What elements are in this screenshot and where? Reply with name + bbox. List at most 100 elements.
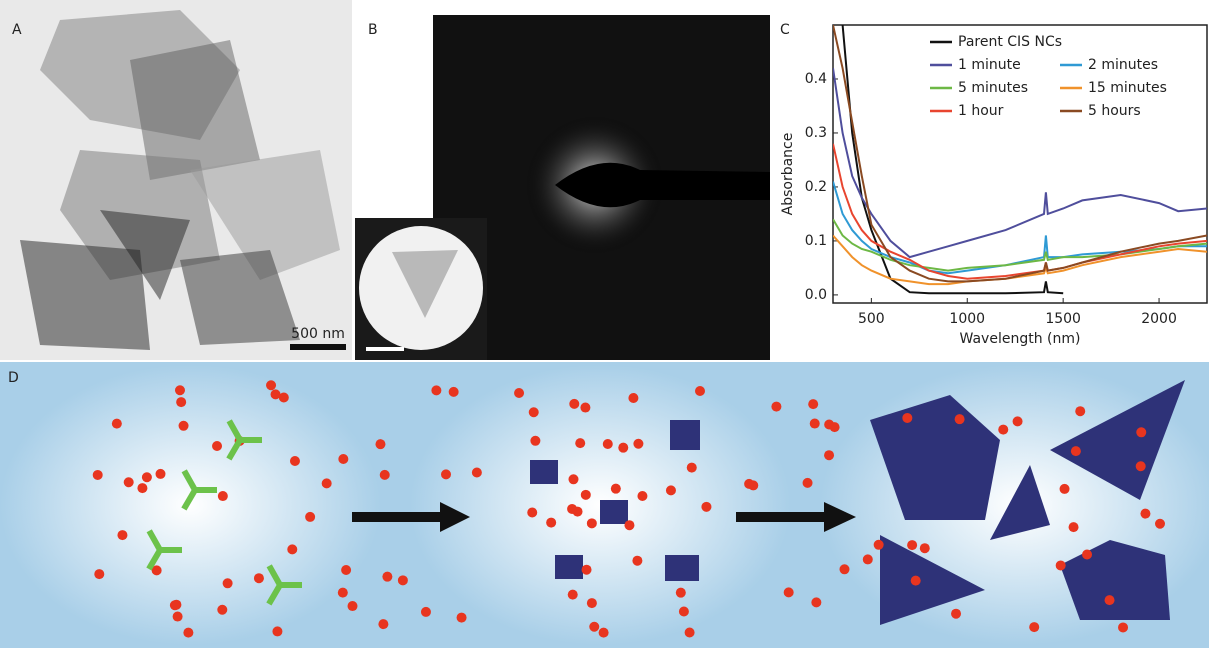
precursor (1071, 446, 1081, 456)
precursor (824, 450, 834, 460)
absorbance-chart: 0.00.10.20.30.4500100015002000Wavelength… (780, 25, 1207, 347)
panel-label: A (12, 22, 22, 38)
precursor (1105, 595, 1115, 605)
precursor (902, 413, 912, 423)
precursor (1155, 519, 1165, 529)
precursor (676, 588, 686, 598)
y-axis-label: Absorbance (780, 133, 796, 216)
precursor (632, 556, 642, 566)
panel-label: D (8, 370, 19, 386)
legend-label: Parent CIS NCs (958, 34, 1062, 50)
precursor (382, 572, 392, 582)
precursor (546, 518, 556, 528)
precursor (93, 470, 103, 480)
precursor (811, 597, 821, 607)
precursor (628, 393, 638, 403)
precursor (338, 454, 348, 464)
precursor (810, 419, 820, 429)
legend-label: 5 hours (1088, 103, 1141, 119)
precursor (587, 598, 597, 608)
precursor (217, 605, 227, 615)
precursor (254, 573, 264, 583)
x-tick-label: 500 (858, 311, 885, 327)
precursor (911, 576, 921, 586)
precursor (431, 385, 441, 395)
precursor (457, 613, 467, 623)
precursor (1060, 484, 1070, 494)
precursor (175, 385, 185, 395)
x-tick-label: 1000 (949, 311, 985, 327)
precursor (695, 386, 705, 396)
precursor (287, 544, 297, 554)
precursor (124, 477, 134, 487)
x-axis-label: Wavelength (nm) (960, 331, 1081, 347)
precursor (666, 485, 676, 495)
precursor (603, 439, 613, 449)
precursor (472, 468, 482, 478)
precursor (183, 628, 193, 638)
precursor (771, 402, 781, 412)
precursor (701, 502, 711, 512)
precursor (1118, 622, 1128, 632)
precursor (305, 512, 315, 522)
precursor (112, 419, 122, 429)
x-tick-label: 1500 (1045, 311, 1081, 327)
precursor (920, 543, 930, 553)
precursor (679, 607, 689, 617)
precursor (687, 463, 697, 473)
scale-bar-label: 500 nm (291, 326, 345, 342)
precursor (581, 490, 591, 500)
precursor (380, 470, 390, 480)
precursor (589, 622, 599, 632)
precursor (173, 612, 183, 622)
precursor (421, 607, 431, 617)
precursor (212, 441, 222, 451)
precursor (784, 587, 794, 597)
y-tick-label: 0.1 (805, 233, 827, 249)
precursor (341, 565, 351, 575)
precursor (441, 469, 451, 479)
precursor (611, 484, 621, 494)
precursor (94, 569, 104, 579)
precursor (874, 540, 884, 550)
precursor (527, 507, 537, 517)
precursor (1029, 622, 1039, 632)
legend-label: 15 minutes (1088, 80, 1167, 96)
precursor (117, 530, 127, 540)
precursor (266, 380, 276, 390)
precursor (142, 472, 152, 482)
precursor (271, 389, 281, 399)
precursor (567, 504, 577, 514)
precursor (176, 397, 186, 407)
precursor (998, 425, 1008, 435)
precursor (1140, 509, 1150, 519)
legend-label: 5 minutes (958, 80, 1028, 96)
precursor (569, 399, 579, 409)
precursor (170, 600, 180, 610)
legend-label: 1 hour (958, 103, 1004, 119)
precursor (1075, 406, 1085, 416)
panel-label: B (368, 22, 378, 38)
precursor (529, 407, 539, 417)
y-tick-label: 0.4 (805, 71, 827, 87)
precursor (348, 601, 358, 611)
precursor (179, 421, 189, 431)
precursor (637, 491, 647, 501)
precursor (587, 518, 597, 528)
precursor (633, 439, 643, 449)
precursor (1136, 427, 1146, 437)
precursor (398, 575, 408, 585)
precursor (744, 479, 754, 489)
precursor (863, 554, 873, 564)
precursor (951, 609, 961, 619)
legend-label: 2 minutes (1088, 57, 1158, 73)
precursor (803, 478, 813, 488)
panel-label: C (780, 22, 790, 38)
y-tick-label: 0.3 (805, 125, 827, 141)
precursor (137, 483, 147, 493)
series-line (833, 68, 1207, 257)
precursor (1056, 560, 1066, 570)
precursor (514, 388, 524, 398)
precursor (322, 478, 332, 488)
tem-image (0, 0, 352, 360)
